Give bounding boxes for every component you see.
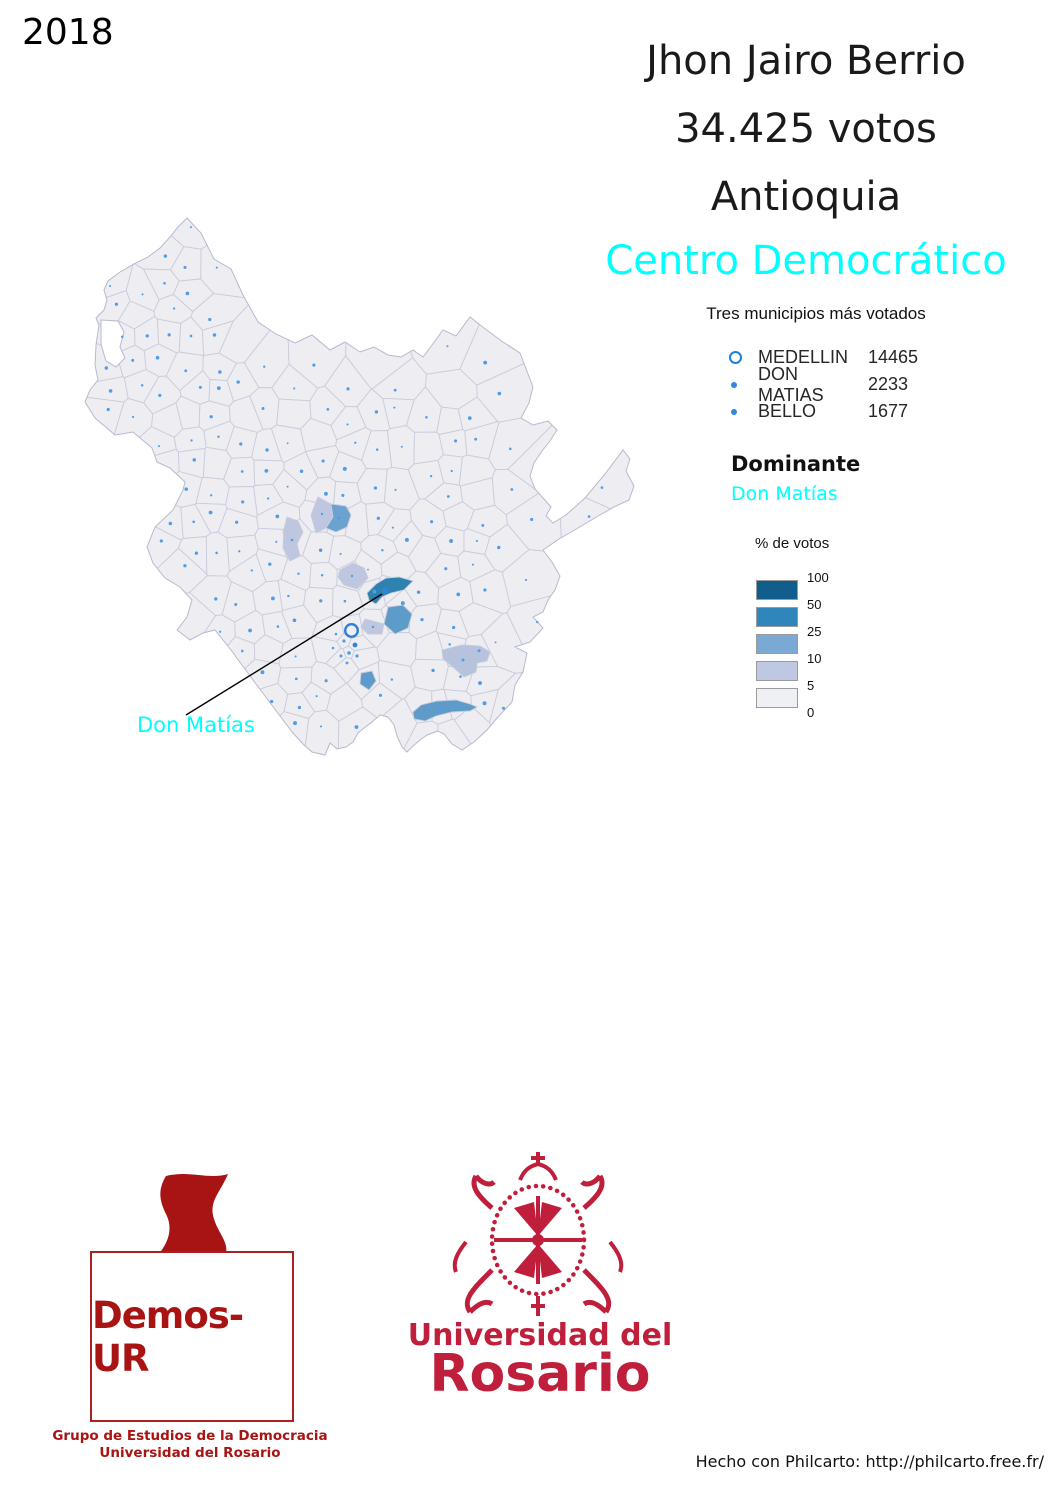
demos-ur-box: Demos-UR — [90, 1251, 294, 1422]
department-name: Antioquia — [710, 174, 902, 220]
demos-ur-caption-line1: Grupo de Estudios de la Democracia — [52, 1428, 328, 1444]
bello-dot — [352, 642, 358, 648]
scale-swatch-0-5 — [756, 688, 798, 708]
top-municipalities-heading: Tres municipios más votados — [706, 304, 926, 323]
dominant-heading: Dominante — [731, 452, 861, 476]
municipality-votes: 14465 — [868, 347, 919, 367]
crest-cross-icon — [494, 1196, 582, 1284]
demos-ur-caption-line2: Universidad del Rosario — [99, 1444, 281, 1461]
year-label: 2018 — [22, 12, 114, 53]
scale-label-0: 0 — [807, 705, 815, 720]
top-municipalities-list: MEDELLIN 14465 DON MATIAS 2233 BELLO 167… — [727, 344, 918, 425]
proportional-dot-icon — [727, 408, 758, 415]
scale-swatch-10-25 — [756, 634, 798, 654]
ballot-ribbon-icon — [159, 1174, 228, 1254]
scale-title: % de votos — [755, 535, 830, 552]
shaded-municipality — [282, 516, 304, 562]
list-item: DON MATIAS 2233 — [727, 364, 918, 405]
candidate-name: Jhon Jairo Berrio — [646, 38, 966, 84]
rosario-wordmark-line2: Rosario — [429, 1344, 651, 1404]
proportional-dot-icon — [727, 381, 758, 388]
scale-swatch-5-10 — [756, 661, 798, 681]
department-outline — [84, 217, 635, 756]
scale-label-25: 25 — [807, 624, 822, 639]
party-name: Centro Democrático — [605, 238, 1007, 284]
scale-swatch-50-100 — [756, 580, 798, 600]
list-item: MEDELLIN 14465 — [727, 344, 918, 371]
don-matias-dot — [382, 587, 388, 594]
shaded-municipality — [441, 644, 491, 678]
demos-ur-wordmark: Demos-UR — [92, 1293, 244, 1380]
scale-label-100: 100 — [807, 570, 829, 585]
shaded-municipality — [366, 576, 414, 605]
municipality-votes: 2233 — [868, 374, 909, 394]
map-label-don-matias: Don Matías — [137, 713, 255, 737]
scale-label-5: 5 — [807, 678, 815, 693]
vote-total: 34.425 votos — [675, 106, 937, 152]
scale-label-50: 50 — [807, 597, 822, 612]
proportional-ring-icon — [727, 351, 758, 364]
medellin-ring — [344, 623, 360, 639]
list-item: BELLO 1677 — [727, 398, 918, 425]
dominant-municipality: Don Matías — [731, 483, 838, 505]
crest-ornaments — [452, 1152, 624, 1316]
shaded-municipality — [412, 699, 479, 722]
municipality-name: MEDELLIN — [758, 347, 849, 367]
philcarto-credit: Hecho con Philcarto: http://philcarto.fr… — [695, 1452, 1044, 1471]
scale-label-10: 10 — [807, 651, 822, 666]
municipality-votes: 1677 — [868, 401, 909, 421]
vote-dots — [104, 226, 604, 729]
uraba-gulf-notch — [100, 319, 126, 368]
callout-line — [185, 593, 383, 716]
municipality-name: BELLO — [758, 401, 817, 421]
scale-swatch-25-50 — [756, 607, 798, 627]
rosario-wordmark-line1: Universidad del — [407, 1318, 673, 1353]
demos-ur-caption: Grupo de Estudios de la Democracia Unive… — [40, 1428, 340, 1462]
municipality-name: DON MATIAS — [758, 363, 824, 405]
